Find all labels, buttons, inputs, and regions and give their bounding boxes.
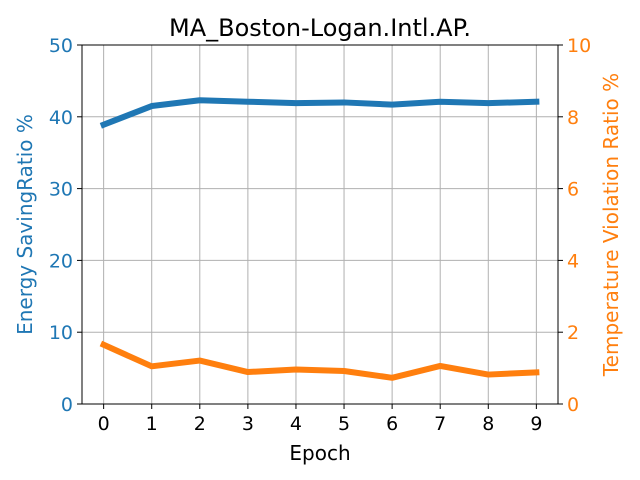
x-axis-label: Epoch xyxy=(289,441,350,465)
ticks: 0 1 2 3 4 5 6 7 8 9 0 10 20 30 40 50 0 2 4 6 8 10 xyxy=(49,35,591,435)
y-right-tick-label: 6 xyxy=(567,179,579,201)
y-axis-left-label: Energy SavingRatio % xyxy=(13,114,37,335)
y-left-tick-label: 10 xyxy=(49,322,73,344)
y-left-tick-label: 20 xyxy=(49,250,73,272)
x-tick-label: 2 xyxy=(194,413,206,435)
y-right-tick-label: 4 xyxy=(567,250,579,272)
y-right-tick-label: 10 xyxy=(567,35,591,57)
x-tick-label: 6 xyxy=(386,413,398,435)
x-tick-label: 9 xyxy=(530,413,542,435)
temperature-violation-series-line xyxy=(99,340,540,381)
grid xyxy=(82,44,558,405)
x-tick-label: 1 xyxy=(146,413,158,435)
x-tick-label: 8 xyxy=(482,413,494,435)
energy-saving-series-line xyxy=(99,97,540,129)
x-tick-label: 0 xyxy=(98,413,110,435)
chart-title: MA_Boston-Logan.Intl.AP. xyxy=(169,14,471,42)
y-left-tick-label: 0 xyxy=(61,394,73,416)
y-right-tick-label: 0 xyxy=(567,394,579,416)
x-tick-label: 3 xyxy=(242,413,254,435)
plot-frame xyxy=(81,44,559,405)
series-layer xyxy=(99,97,540,381)
x-tick-label: 4 xyxy=(290,413,302,435)
y-left-tick-label: 50 xyxy=(49,35,73,57)
y-left-tick-label: 30 xyxy=(49,179,73,201)
y-axis-right-label: Temperature Violation Ratio % xyxy=(599,73,623,377)
y-left-tick-label: 40 xyxy=(49,107,73,129)
x-tick-label: 7 xyxy=(434,413,446,435)
y-right-tick-label: 8 xyxy=(567,107,579,129)
x-tick-label: 5 xyxy=(338,413,350,435)
y-right-tick-label: 2 xyxy=(567,322,579,344)
